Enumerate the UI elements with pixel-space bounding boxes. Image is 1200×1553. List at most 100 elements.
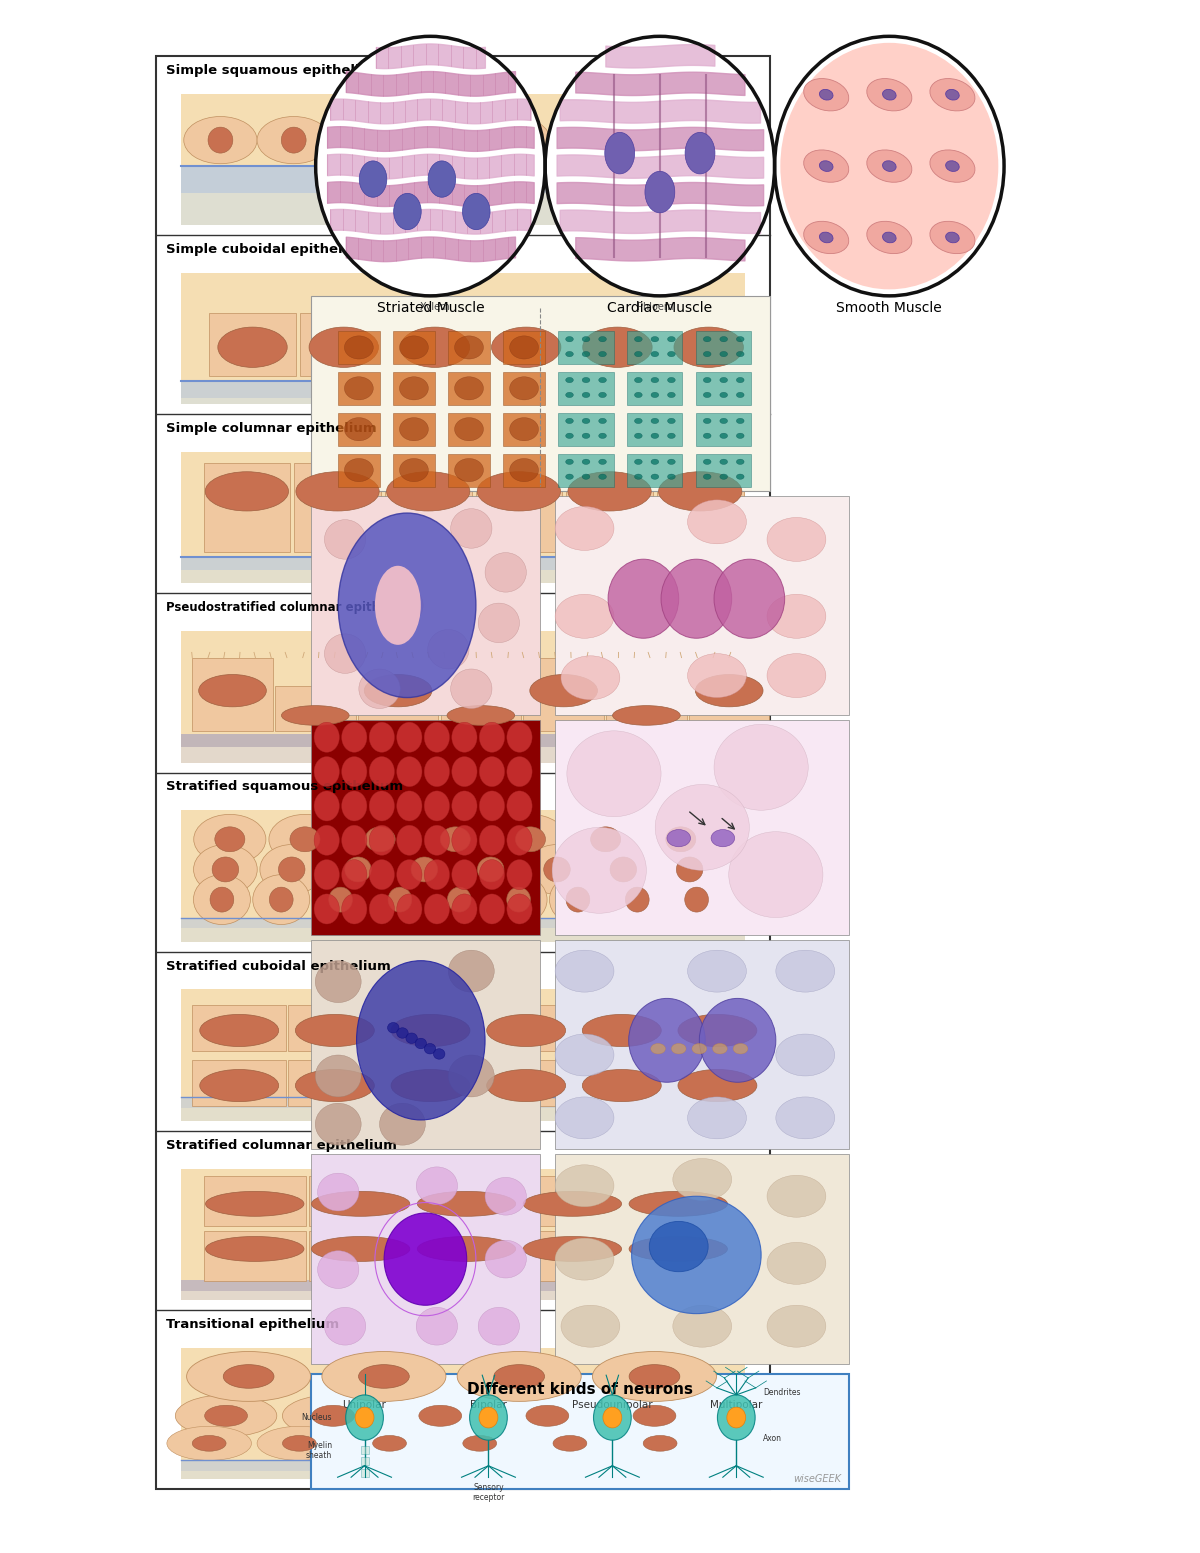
Bar bbox=[338, 453, 379, 486]
Ellipse shape bbox=[365, 826, 395, 851]
Bar bbox=[504, 331, 545, 363]
Ellipse shape bbox=[479, 722, 504, 752]
Bar bbox=[394, 413, 434, 446]
Ellipse shape bbox=[582, 377, 590, 382]
Ellipse shape bbox=[372, 874, 428, 924]
Ellipse shape bbox=[494, 1365, 545, 1388]
Ellipse shape bbox=[314, 825, 340, 856]
Ellipse shape bbox=[397, 860, 422, 890]
Ellipse shape bbox=[516, 826, 546, 851]
Ellipse shape bbox=[767, 1242, 826, 1284]
Ellipse shape bbox=[379, 1103, 426, 1145]
Ellipse shape bbox=[282, 1435, 317, 1451]
Bar bbox=[181, 918, 745, 929]
Ellipse shape bbox=[451, 790, 478, 822]
Ellipse shape bbox=[425, 825, 450, 856]
Bar bbox=[181, 1471, 745, 1478]
Ellipse shape bbox=[629, 1191, 727, 1216]
Ellipse shape bbox=[667, 433, 676, 438]
Bar bbox=[311, 495, 540, 714]
Bar bbox=[628, 1177, 730, 1227]
Ellipse shape bbox=[703, 393, 712, 398]
Bar bbox=[288, 1005, 382, 1051]
Ellipse shape bbox=[733, 1044, 748, 1054]
Bar bbox=[192, 1061, 286, 1106]
Bar bbox=[181, 1348, 745, 1478]
Ellipse shape bbox=[400, 377, 428, 401]
Ellipse shape bbox=[469, 1395, 508, 1440]
Ellipse shape bbox=[667, 377, 676, 382]
Ellipse shape bbox=[550, 116, 624, 163]
Ellipse shape bbox=[448, 705, 515, 725]
Text: Myelin
sheath: Myelin sheath bbox=[306, 1441, 332, 1460]
Ellipse shape bbox=[930, 221, 974, 253]
Ellipse shape bbox=[644, 171, 674, 213]
Ellipse shape bbox=[667, 460, 676, 464]
Bar bbox=[504, 371, 545, 405]
Ellipse shape bbox=[487, 1014, 565, 1047]
Ellipse shape bbox=[667, 351, 676, 357]
Ellipse shape bbox=[494, 814, 566, 863]
Ellipse shape bbox=[425, 1044, 436, 1054]
Ellipse shape bbox=[253, 874, 310, 924]
Ellipse shape bbox=[397, 825, 422, 856]
Ellipse shape bbox=[391, 1014, 470, 1047]
Ellipse shape bbox=[400, 458, 428, 481]
Ellipse shape bbox=[610, 857, 636, 882]
Ellipse shape bbox=[386, 472, 470, 511]
Ellipse shape bbox=[314, 860, 340, 890]
Bar bbox=[449, 371, 490, 405]
Ellipse shape bbox=[440, 826, 470, 851]
Ellipse shape bbox=[329, 887, 353, 912]
Bar bbox=[181, 811, 745, 941]
Ellipse shape bbox=[199, 1014, 278, 1047]
Ellipse shape bbox=[582, 337, 590, 342]
Ellipse shape bbox=[455, 418, 484, 441]
Ellipse shape bbox=[703, 433, 712, 438]
Ellipse shape bbox=[565, 474, 574, 480]
Ellipse shape bbox=[397, 1028, 408, 1039]
Ellipse shape bbox=[882, 162, 896, 171]
Ellipse shape bbox=[497, 1395, 598, 1437]
Ellipse shape bbox=[714, 724, 809, 811]
Ellipse shape bbox=[479, 825, 504, 856]
Bar bbox=[181, 380, 745, 398]
Ellipse shape bbox=[418, 1191, 516, 1216]
Bar bbox=[181, 398, 745, 404]
Ellipse shape bbox=[312, 1236, 410, 1261]
Bar bbox=[181, 570, 745, 584]
Ellipse shape bbox=[677, 857, 703, 882]
Ellipse shape bbox=[438, 1426, 522, 1460]
Ellipse shape bbox=[455, 377, 484, 401]
Ellipse shape bbox=[316, 1103, 361, 1145]
Ellipse shape bbox=[624, 116, 697, 163]
Ellipse shape bbox=[946, 90, 959, 99]
Bar bbox=[415, 1232, 517, 1281]
Ellipse shape bbox=[193, 874, 251, 924]
Bar bbox=[181, 1168, 745, 1300]
Ellipse shape bbox=[866, 79, 912, 110]
Ellipse shape bbox=[635, 337, 642, 342]
Bar bbox=[575, 1061, 668, 1106]
Ellipse shape bbox=[737, 474, 744, 480]
Ellipse shape bbox=[506, 887, 530, 912]
Text: Transitional epithelium: Transitional epithelium bbox=[166, 1317, 340, 1331]
Ellipse shape bbox=[479, 790, 504, 822]
Ellipse shape bbox=[312, 1191, 410, 1216]
Ellipse shape bbox=[431, 874, 487, 924]
Text: Cardiac Muscle: Cardiac Muscle bbox=[607, 301, 713, 315]
Ellipse shape bbox=[318, 1250, 359, 1289]
Bar bbox=[275, 686, 355, 731]
Ellipse shape bbox=[604, 1395, 706, 1437]
Ellipse shape bbox=[643, 1435, 677, 1451]
Ellipse shape bbox=[599, 433, 606, 438]
Ellipse shape bbox=[290, 826, 320, 851]
Ellipse shape bbox=[629, 1365, 680, 1388]
Ellipse shape bbox=[703, 351, 712, 357]
Ellipse shape bbox=[425, 756, 450, 787]
Text: wiseGEEK: wiseGEEK bbox=[793, 1474, 841, 1483]
Bar bbox=[181, 558, 745, 570]
Ellipse shape bbox=[506, 860, 532, 890]
Ellipse shape bbox=[659, 472, 742, 511]
Ellipse shape bbox=[930, 79, 974, 110]
